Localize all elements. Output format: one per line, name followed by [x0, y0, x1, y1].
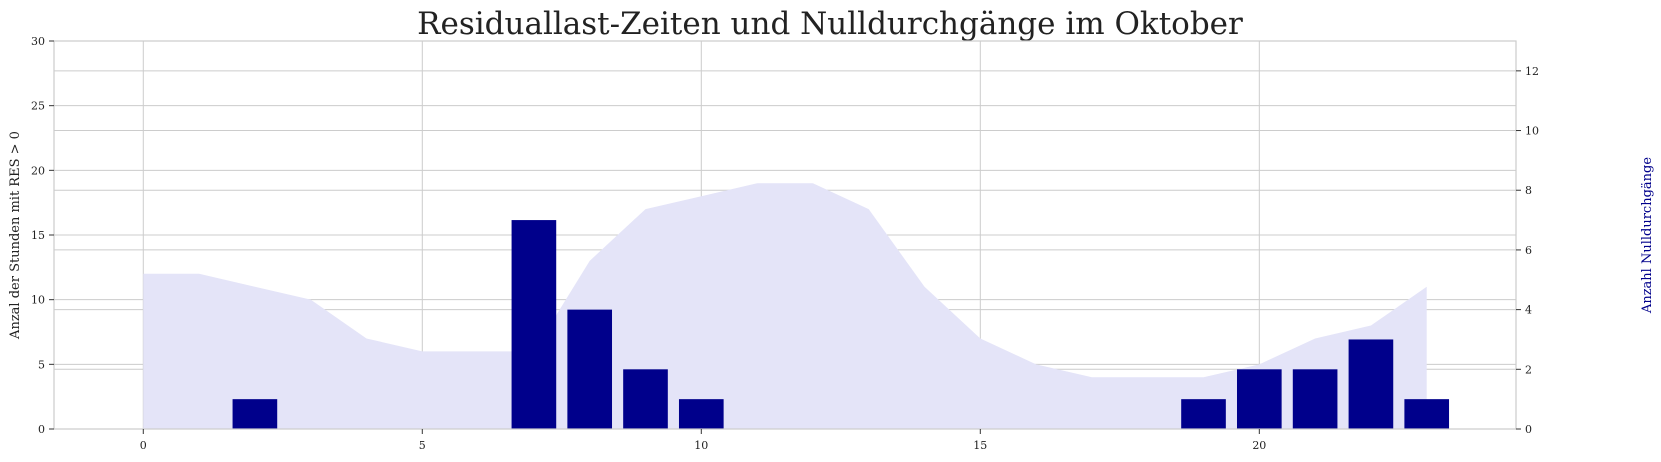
bar [1236, 369, 1282, 429]
bar [1181, 399, 1226, 429]
left-tick-label: 30 [31, 35, 45, 48]
chart-title: Residuallast-Zeiten und Nulldurchgänge i… [417, 6, 1243, 42]
left-tick-label: 0 [38, 423, 45, 436]
bar [623, 369, 668, 429]
y-axis-label-left: Anzal der Stunden mit RES > 0 [8, 131, 23, 340]
bar [1348, 339, 1394, 429]
x-tick-label: 0 [140, 439, 147, 452]
area-fill [143, 183, 1427, 429]
right-axis-ticks: 0 2 4 6 8 10 12 [1516, 65, 1539, 436]
x-axis-ticks: 0 5 10 15 20 [140, 429, 1266, 452]
right-tick-label: 6 [1525, 244, 1532, 257]
x-tick-label: 15 [973, 439, 987, 452]
right-tick-label: 10 [1525, 125, 1539, 138]
left-tick-label: 20 [31, 164, 45, 177]
right-tick-label: 2 [1525, 363, 1532, 376]
left-axis-ticks: 0 5 10 15 20 25 30 [31, 35, 54, 436]
left-tick-label: 15 [31, 229, 45, 242]
x-tick-label: 20 [1252, 439, 1266, 452]
right-tick-label: 12 [1525, 65, 1539, 78]
left-tick-label: 10 [31, 294, 45, 307]
bar [1404, 399, 1450, 429]
right-tick-label: 4 [1525, 304, 1532, 317]
area-series [143, 183, 1427, 429]
bar [232, 399, 278, 429]
left-tick-label: 5 [38, 358, 45, 371]
bar [567, 309, 613, 429]
bar [511, 220, 557, 429]
x-tick-label: 5 [419, 439, 426, 452]
right-tick-label: 8 [1525, 184, 1532, 197]
y-axis-label-right: Anzahl Nulldurchgänge [1640, 157, 1655, 314]
x-tick-label: 10 [694, 439, 708, 452]
left-tick-label: 25 [31, 100, 45, 113]
bar [1292, 369, 1338, 429]
bar-series [232, 220, 1450, 429]
bar [678, 399, 724, 429]
right-tick-label: 0 [1525, 423, 1532, 436]
